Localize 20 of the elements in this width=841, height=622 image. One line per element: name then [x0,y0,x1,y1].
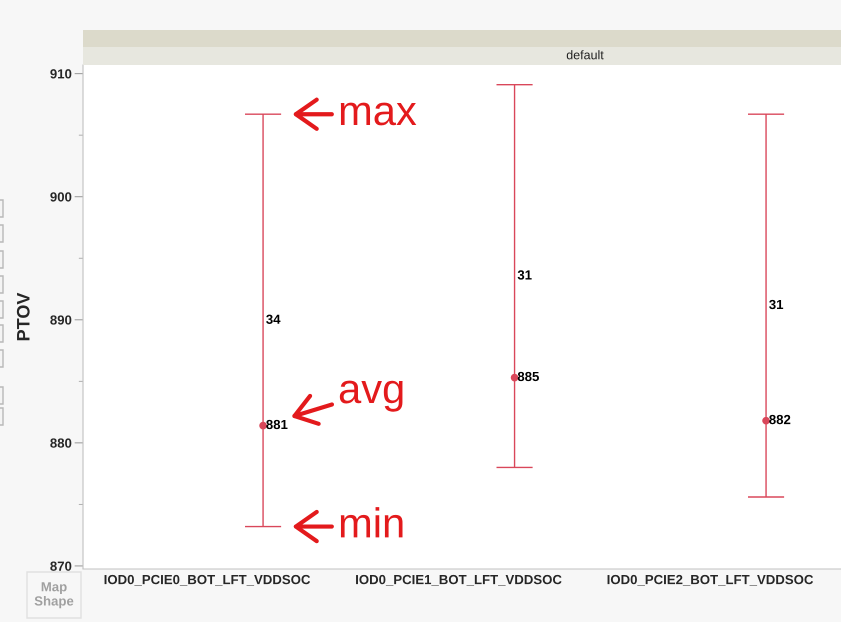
y-tick-label: 880 [50,438,72,448]
x-tick-label: IOD0_PCIE0_BOT_LFT_VDDSOC [104,574,310,586]
y-tick-label: 890 [50,315,72,325]
annotation: min [340,507,403,538]
chart-title: default [566,50,604,60]
annotation: max [340,102,416,126]
annotation: 34 [266,314,280,324]
y-tick-label: 900 [50,192,72,202]
x-tick-label: IOD0_PCIE2_BOT_LFT_VDDSOC [608,574,814,586]
data-label: 885 [518,372,539,382]
y-axis-title: PTOV [16,292,30,340]
data-label: 881 [266,420,288,430]
x-tick-label: IOD0_PCIE1_BOT_LFT_VDDSOC [356,574,562,586]
y-tick-label: 870 [50,561,72,571]
annotation: avg [340,380,403,412]
data-label: 882 [769,414,790,424]
annotation: 31 [769,300,784,310]
annotation: 31 [518,270,532,280]
y-tick-label: 910 [50,69,72,79]
text: Map Shape [34,582,74,608]
